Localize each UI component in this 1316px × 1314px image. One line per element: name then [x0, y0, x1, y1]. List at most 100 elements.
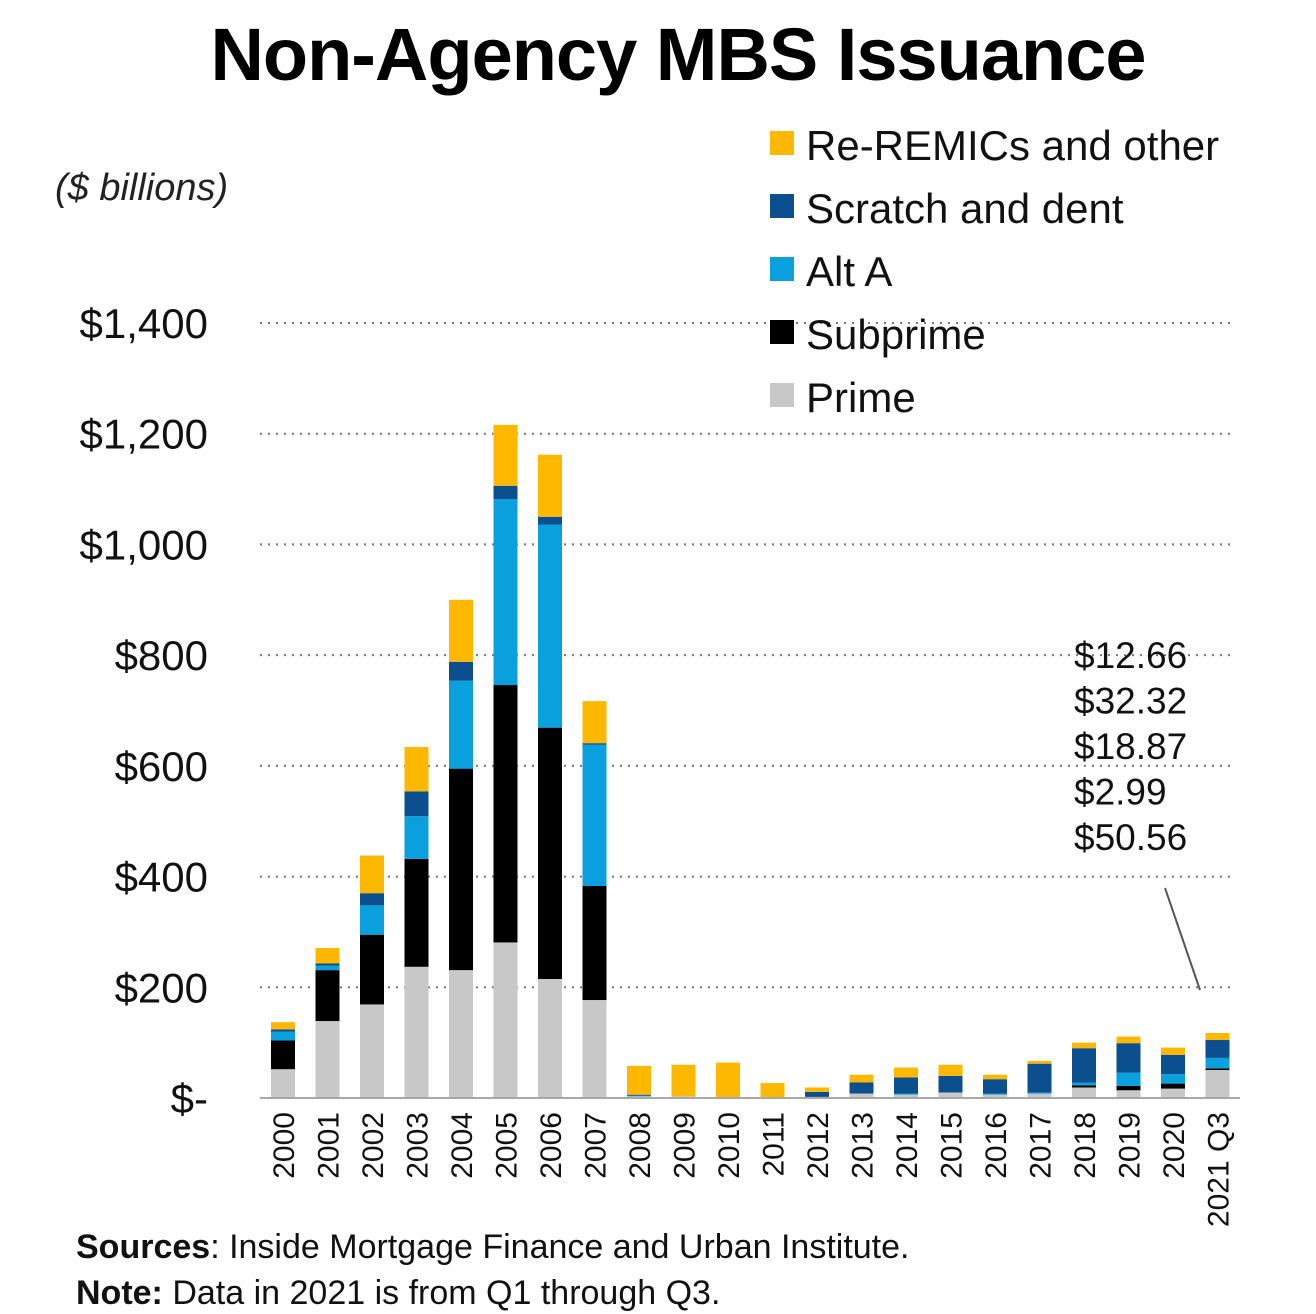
bar-segment-prime: [538, 978, 562, 1098]
bar-segment-scratch-and-dent: [1116, 1043, 1141, 1073]
bar-segment-re-remics-and-other: [849, 1074, 874, 1083]
y-tick-label: $400: [115, 854, 208, 901]
bar-segment-alt-a: [449, 680, 473, 769]
y-axis-ticks: $- $200 $400 $600 $800 $1,000 $1,200 $1,400: [80, 300, 208, 1122]
bar-segment-alt-a: [1116, 1072, 1141, 1086]
x-tick-label: 2014: [891, 1112, 924, 1179]
bar-segment-prime: [493, 942, 518, 1098]
legend-swatch: [770, 257, 794, 281]
annotation-leader-line: [1164, 887, 1201, 991]
annotation-value: $2.99: [1074, 772, 1167, 813]
bar-segment-re-remics-and-other: [271, 1022, 295, 1030]
bar-segment-prime: [315, 1021, 340, 1098]
bar-segment-alt-a: [271, 1031, 295, 1041]
sources-note: Sources: Inside Mortgage Finance and Urb…: [76, 1228, 909, 1266]
legend: Re-REMICs and other Scratch and dent Alt A…: [770, 122, 1219, 421]
bar-segment-re-remics-and-other: [538, 454, 562, 517]
bars: [271, 424, 1230, 1098]
y-tick-label: $-: [171, 1075, 208, 1122]
bar-segment-scratch-and-dent: [1072, 1048, 1096, 1083]
bar-segment-prime: [1116, 1090, 1141, 1098]
bar-segment-re-remics-and-other: [716, 1062, 740, 1098]
bar-segment-re-remics-and-other: [627, 1065, 651, 1095]
x-tick-label: 2000: [268, 1112, 301, 1179]
bar-segment-alt-a: [1027, 1092, 1052, 1094]
x-tick-label: 2013: [847, 1112, 880, 1179]
y-axis-label: ($ billions): [55, 167, 228, 209]
x-tick-label: 2018: [1069, 1112, 1102, 1179]
annotation-value: $18.87: [1074, 726, 1187, 767]
bar-segment-scratch-and-dent: [449, 661, 473, 681]
note-label: Note:: [76, 1274, 163, 1312]
x-tick-label: 2005: [491, 1112, 524, 1179]
annotation-value: $50.56: [1074, 817, 1187, 858]
bar-segment-subprime: [1161, 1083, 1185, 1089]
bar-segment-subprime: [1116, 1085, 1141, 1091]
bar-segment-alt-a: [404, 816, 429, 859]
x-tick-label: 2011: [758, 1112, 791, 1177]
bar-segment-prime: [404, 966, 429, 1098]
bar-segment-scratch-and-dent: [315, 963, 340, 966]
bar-segment-subprime: [271, 1040, 295, 1070]
legend-swatch: [770, 320, 794, 344]
y-tick-label: $600: [115, 743, 208, 790]
annotation-value: $32.32: [1074, 681, 1187, 722]
bar-segment-alt-a: [983, 1093, 1007, 1095]
bar-segment-re-remics-and-other: [582, 701, 607, 744]
bar-segment-re-remics-and-other: [449, 599, 473, 662]
x-tick-label: 2015: [936, 1112, 969, 1179]
y-tick-label: $1,400: [80, 300, 208, 347]
bar-stack-2007: [582, 701, 607, 1098]
bar-segment-scratch-and-dent: [271, 1029, 295, 1032]
bar-segment-alt-a: [894, 1093, 918, 1095]
bar-segment-re-remics-and-other: [983, 1074, 1007, 1080]
bar-segment-subprime: [1072, 1085, 1096, 1088]
x-tick-label: 2021 Q3: [1203, 1112, 1236, 1227]
x-tick-label: 2004: [446, 1112, 479, 1179]
bar-stack-2019: [1116, 1036, 1141, 1098]
y-tick-label: $800: [115, 632, 208, 679]
sources-label: Sources: [76, 1228, 210, 1266]
legend-swatch: [770, 131, 794, 155]
bar-segment-re-remics-and-other: [894, 1067, 918, 1078]
bar-segment-alt-a: [1161, 1074, 1185, 1084]
sources-text: : Inside Mortgage Finance and Urban Inst…: [210, 1228, 909, 1266]
legend-swatch: [770, 383, 794, 407]
x-tick-label: 2007: [580, 1112, 613, 1179]
bar-segment-subprime: [1205, 1068, 1230, 1071]
bar-segment-prime: [894, 1094, 918, 1098]
bar-segment-alt-a: [493, 499, 518, 686]
chart-title: Non-Agency MBS Issuance: [210, 13, 1145, 96]
x-tick-label: 2002: [357, 1112, 390, 1179]
bar-stack-2016: [983, 1074, 1007, 1098]
bar-segment-prime: [1161, 1088, 1185, 1098]
x-tick-label: 2001: [313, 1112, 346, 1179]
bar-stack-2003: [404, 747, 429, 1098]
bar-stack-2008: [627, 1065, 651, 1098]
y-tick-label: $1,000: [80, 521, 208, 568]
bar-segment-alt-a: [627, 1095, 651, 1097]
x-tick-label: 2010: [713, 1112, 746, 1179]
bar-segment-prime: [449, 970, 473, 1098]
x-tick-label: 2017: [1025, 1112, 1058, 1179]
bar-segment-scratch-and-dent: [360, 893, 384, 906]
bar-stack-2002: [360, 855, 384, 1098]
bar-segment-scratch-and-dent: [1027, 1063, 1052, 1093]
bar-segment-prime: [849, 1093, 874, 1098]
bar-segment-subprime: [404, 858, 429, 967]
bar-segment-re-remics-and-other: [315, 947, 340, 964]
bar-segment-alt-a: [1205, 1057, 1230, 1069]
bar-stack-2009: [671, 1064, 696, 1098]
legend-label: Prime: [806, 374, 916, 421]
bar-stack-2014: [894, 1067, 918, 1098]
bar-segment-subprime: [493, 685, 518, 943]
x-axis-ticks: 2000 2001 2002 2003 2004 2005 2006 2007 2008 2009…: [268, 1112, 1236, 1227]
bar-segment-subprime: [449, 768, 473, 971]
legend-label: Scratch and dent: [806, 185, 1124, 232]
bar-segment-scratch-and-dent: [938, 1075, 963, 1093]
x-tick-label: 2012: [802, 1112, 835, 1179]
bar-segment-alt-a: [538, 524, 562, 728]
bar-segment-prime: [1027, 1093, 1052, 1098]
bar-segment-scratch-and-dent: [538, 516, 562, 525]
bar-stack-2013: [849, 1074, 874, 1098]
